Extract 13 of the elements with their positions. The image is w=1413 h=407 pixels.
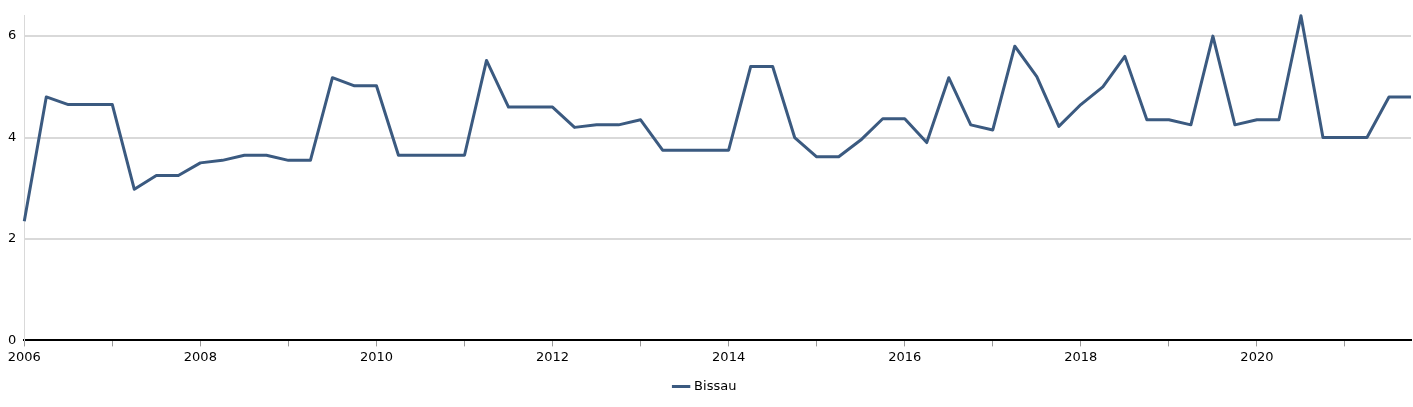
y-tick-label: 4 (7, 128, 17, 144)
x-tick-label: 2018 (1064, 348, 1098, 364)
y-tick-label: 2 (7, 230, 17, 246)
x-tick-label: 2020 (1240, 348, 1274, 364)
x-tick-label: 2010 (359, 348, 393, 364)
x-tick-label: 2014 (712, 348, 746, 364)
x-tick-label: 2012 (536, 348, 570, 364)
x-tick-label: 2006 (7, 348, 41, 364)
y-tick-label: 6 (7, 27, 17, 43)
y-tick-label: 0 (7, 331, 17, 347)
legend-label: Bissau (694, 377, 737, 393)
x-tick-label: 2008 (183, 348, 217, 364)
x-tick-label: 2016 (888, 348, 922, 364)
